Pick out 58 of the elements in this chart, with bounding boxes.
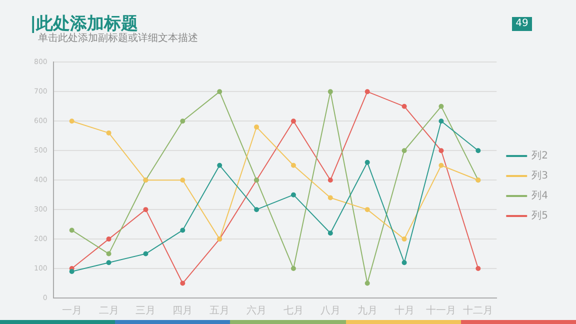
point bbox=[69, 268, 74, 274]
point bbox=[69, 228, 74, 233]
point bbox=[180, 118, 186, 124]
point bbox=[106, 236, 112, 242]
point bbox=[254, 124, 260, 130]
x-tick-label: 一月 bbox=[62, 306, 82, 317]
point bbox=[290, 192, 296, 198]
point bbox=[438, 148, 444, 154]
point bbox=[180, 178, 186, 183]
x-tick-label: 五月 bbox=[210, 306, 230, 317]
x-tick-label: 二月 bbox=[98, 306, 119, 317]
point bbox=[328, 178, 333, 183]
legend-label: 列4 bbox=[532, 190, 548, 202]
point bbox=[217, 162, 222, 168]
point bbox=[364, 160, 370, 165]
legend-label: 列3 bbox=[532, 170, 548, 182]
point bbox=[69, 118, 74, 124]
x-tick-label: 十月 bbox=[394, 304, 414, 317]
point bbox=[217, 89, 222, 94]
x-tick-label: 八月 bbox=[320, 306, 340, 317]
x-tick-label: 十二月 bbox=[463, 304, 494, 317]
point bbox=[476, 266, 481, 272]
legend-label: 列2 bbox=[532, 150, 548, 162]
point bbox=[402, 104, 407, 109]
point bbox=[290, 162, 296, 168]
x-tick-label: 十一月 bbox=[426, 304, 456, 317]
x-tick-label: 六月 bbox=[246, 304, 267, 317]
chart-title: |此处添加标题 bbox=[30, 13, 138, 34]
x-tick-label: 九月 bbox=[357, 304, 378, 317]
point bbox=[254, 207, 260, 212]
point bbox=[438, 162, 444, 168]
chart-subtitle: 单击此处添加副标题或详细文本描述 bbox=[38, 32, 198, 45]
point bbox=[143, 207, 148, 212]
text: 49 bbox=[512, 17, 532, 31]
point bbox=[106, 130, 112, 136]
point bbox=[364, 280, 370, 286]
x-tick-label: 七月 bbox=[283, 304, 304, 317]
point bbox=[476, 148, 481, 154]
x-tick-label: 三月 bbox=[136, 306, 156, 317]
x-tick-label: 四月 bbox=[172, 306, 193, 317]
point bbox=[106, 260, 112, 266]
point bbox=[290, 266, 296, 272]
point bbox=[328, 195, 333, 200]
point bbox=[328, 89, 333, 94]
point bbox=[364, 89, 370, 94]
point bbox=[290, 118, 296, 124]
point bbox=[402, 260, 407, 266]
point bbox=[402, 236, 407, 242]
point bbox=[328, 230, 333, 236]
legend-label: 列5 bbox=[532, 210, 548, 222]
point bbox=[106, 251, 112, 256]
point bbox=[180, 228, 186, 233]
point bbox=[438, 118, 444, 124]
point bbox=[143, 251, 148, 256]
point bbox=[438, 104, 444, 109]
point bbox=[402, 148, 407, 154]
point bbox=[364, 207, 370, 212]
point bbox=[180, 280, 186, 286]
